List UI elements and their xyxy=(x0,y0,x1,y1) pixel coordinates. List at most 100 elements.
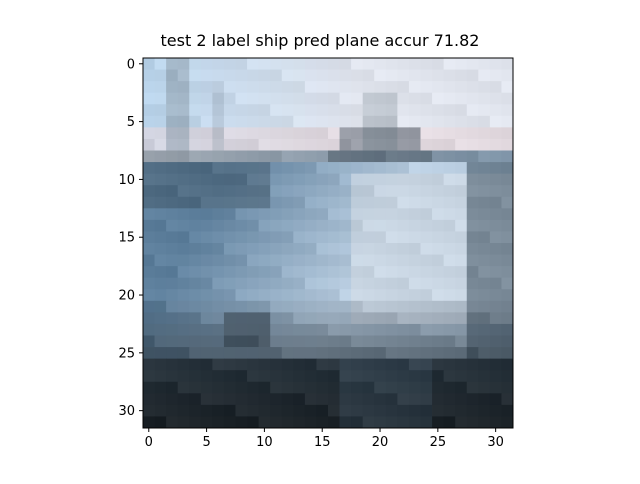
image-pixel xyxy=(385,312,398,325)
image-pixel xyxy=(304,173,317,186)
image-pixel xyxy=(443,347,456,360)
image-pixel xyxy=(466,219,479,232)
image-pixel xyxy=(177,312,190,325)
image-pixel xyxy=(339,300,352,313)
image-pixel xyxy=(362,370,375,383)
image-pixel xyxy=(258,115,271,128)
image-pixel xyxy=(247,115,260,128)
image-pixel xyxy=(420,231,433,244)
image-pixel xyxy=(304,347,317,360)
image-pixel xyxy=(316,347,329,360)
image-pixel xyxy=(374,185,387,198)
image-pixel xyxy=(328,127,340,140)
image-pixel xyxy=(432,335,445,348)
image-pixel xyxy=(374,138,387,151)
image-pixel xyxy=(432,231,445,244)
image-pixel xyxy=(316,323,329,336)
image-pixel xyxy=(443,127,456,140)
image-pixel xyxy=(408,231,421,244)
image-pixel xyxy=(397,277,410,290)
image-pixel xyxy=(293,196,306,209)
image-pixel xyxy=(385,370,398,383)
image-pixel xyxy=(489,231,502,244)
image-pixel xyxy=(189,104,202,117)
image-pixel xyxy=(247,300,260,313)
image-pixel xyxy=(374,115,387,128)
image-pixel xyxy=(489,127,502,140)
image-pixel xyxy=(455,58,468,70)
image-pixel xyxy=(223,416,236,429)
image-pixel xyxy=(154,115,167,128)
image-pixel xyxy=(408,289,421,302)
image-pixel xyxy=(478,416,491,429)
image-pixel xyxy=(432,277,445,290)
image-pixel xyxy=(351,381,364,394)
image-pixel xyxy=(385,289,398,302)
image-pixel xyxy=(189,173,202,186)
image-pixel xyxy=(478,69,491,82)
image-pixel xyxy=(489,404,502,417)
image-pixel xyxy=(385,185,398,198)
image-pixel xyxy=(478,196,491,209)
y-tick-label: 25 xyxy=(118,346,135,361)
image-pixel xyxy=(304,69,317,82)
image-pixel xyxy=(270,312,283,325)
image-pixel xyxy=(235,243,248,255)
image-pixel xyxy=(466,335,479,348)
image-pixel xyxy=(223,381,236,394)
image-pixel xyxy=(351,358,364,371)
image-pixel xyxy=(501,370,514,383)
image-pixel xyxy=(351,289,364,302)
image-pixel xyxy=(443,162,456,175)
image-pixel xyxy=(212,300,225,313)
image-pixel xyxy=(328,69,340,82)
image-pixel xyxy=(247,393,260,406)
image-pixel xyxy=(177,92,190,105)
image-pixel xyxy=(328,81,340,94)
image-pixel xyxy=(408,138,421,151)
image-pixel xyxy=(200,185,213,198)
image-pixel xyxy=(501,358,514,371)
image-pixel xyxy=(489,162,502,175)
image-pixel xyxy=(478,173,491,186)
image-pixel xyxy=(154,58,167,70)
image-pixel xyxy=(420,381,433,394)
image-pixel xyxy=(281,300,294,313)
image-pixel xyxy=(200,231,213,244)
image-pixel xyxy=(293,335,306,348)
image-pixel xyxy=(143,185,155,198)
image-pixel xyxy=(397,347,410,360)
image-pixel xyxy=(304,138,317,151)
image-pixel xyxy=(420,138,433,151)
image-pixel xyxy=(281,335,294,348)
image-pixel xyxy=(235,335,248,348)
image-pixel xyxy=(258,138,271,151)
image-pixel xyxy=(166,254,179,267)
image-pixel xyxy=(200,162,213,175)
image-pixel xyxy=(489,173,502,186)
image-pixel xyxy=(501,335,514,348)
image-pixel xyxy=(432,416,445,429)
image-pixel xyxy=(432,347,445,360)
image-pixel xyxy=(154,81,167,94)
image-pixel xyxy=(385,416,398,429)
image-pixel xyxy=(166,231,179,244)
image-pixel xyxy=(501,115,514,128)
image-pixel xyxy=(374,81,387,94)
image-pixel xyxy=(466,196,479,209)
image-pixel xyxy=(466,231,479,244)
image-pixel xyxy=(501,162,514,175)
image-pixel xyxy=(362,243,375,255)
image-pixel xyxy=(304,358,317,371)
image-pixel xyxy=(432,81,445,94)
image-pixel xyxy=(328,162,340,175)
image-pixel xyxy=(212,381,225,394)
image-pixel xyxy=(489,115,502,128)
image-pixel xyxy=(189,381,202,394)
image-pixel xyxy=(166,150,179,163)
image-pixel xyxy=(189,150,202,163)
image-pixel xyxy=(316,173,329,186)
image-pixel xyxy=(166,266,179,279)
image-pixel xyxy=(328,196,340,209)
image-pixel xyxy=(397,289,410,302)
